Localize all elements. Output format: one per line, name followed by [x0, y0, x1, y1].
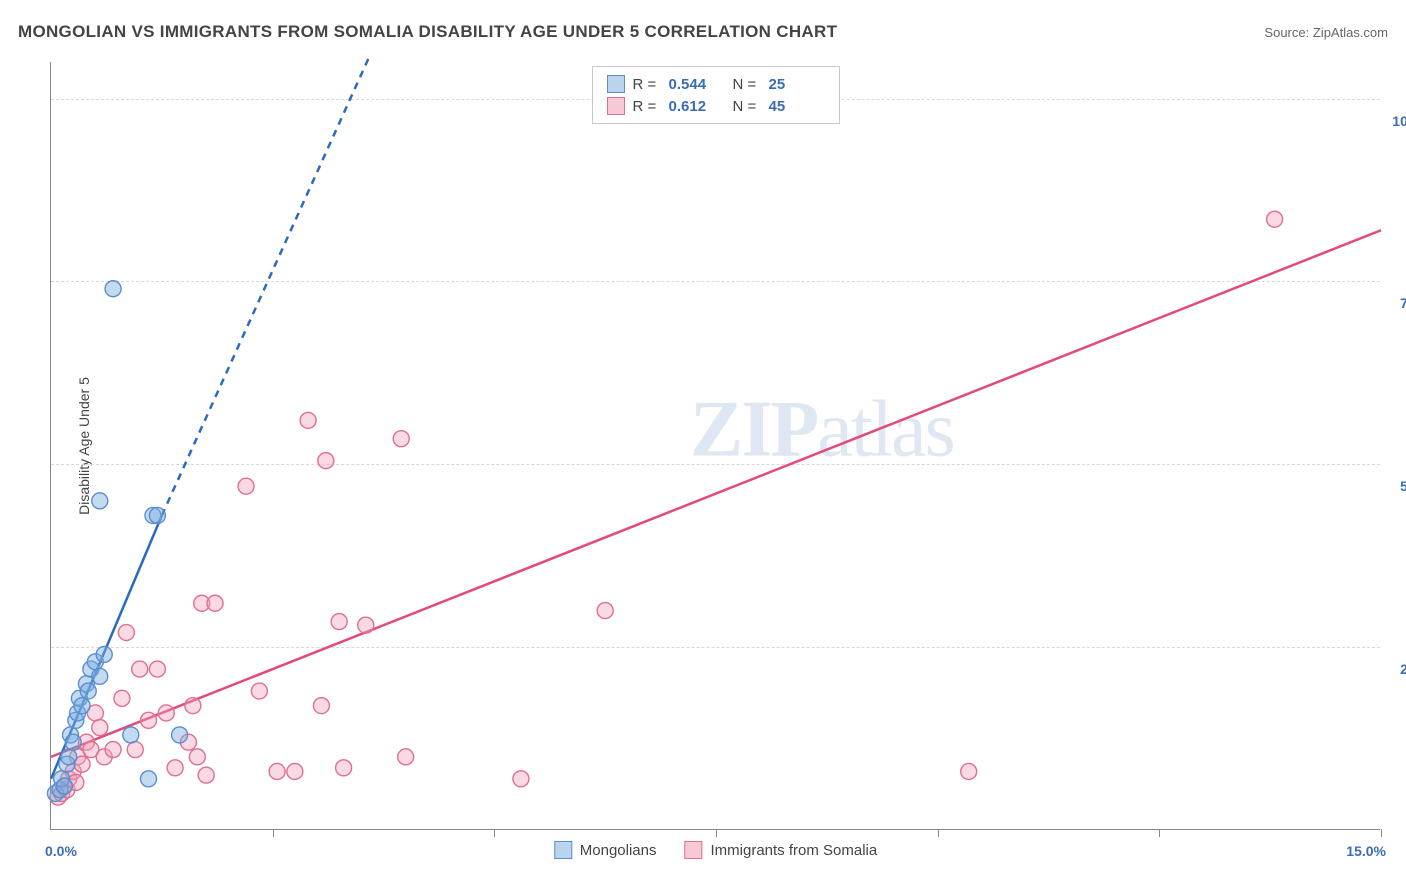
somalia-point [358, 617, 374, 633]
mongolian-point [172, 727, 188, 743]
mongolian-point [56, 778, 72, 794]
somalia-point [318, 453, 334, 469]
source-attribution: Source: ZipAtlas.com [1264, 25, 1388, 40]
x-origin-label: 0.0% [45, 843, 77, 859]
legend: Mongolians Immigrants from Somalia [554, 841, 877, 859]
somalia-point [118, 625, 134, 641]
mongolian-point [123, 727, 139, 743]
somalia-point [185, 698, 201, 714]
x-end-label: 15.0% [1346, 843, 1386, 859]
somalia-point [313, 698, 329, 714]
somalia-point [1267, 211, 1283, 227]
somalia-point [114, 690, 130, 706]
mongolian-point [61, 749, 77, 765]
somalia-point [336, 760, 352, 776]
mongolian-point [96, 646, 112, 662]
somalia-point [198, 767, 214, 783]
series-swatch [607, 75, 625, 93]
y-tick-label: 2.5% [1384, 661, 1406, 677]
legend-swatch [554, 841, 572, 859]
n-value: 25 [769, 76, 825, 93]
mongolian-point [141, 771, 157, 787]
info-row: R = 0.544 N = 25 [607, 73, 825, 95]
somalia-point [158, 705, 174, 721]
y-tick-label: 10.0% [1384, 113, 1406, 129]
chart-title: MONGOLIAN VS IMMIGRANTS FROM SOMALIA DIS… [18, 22, 837, 42]
somalia-point [287, 763, 303, 779]
trend-line [162, 55, 370, 516]
legend-label: Mongolians [580, 842, 657, 859]
correlation-info-box: R = 0.544 N = 25 R = 0.612 N = 45 [592, 66, 840, 124]
somalia-point [92, 720, 108, 736]
somalia-point [141, 712, 157, 728]
mongolian-point [65, 734, 81, 750]
mongolian-point [92, 493, 108, 509]
n-label: N = [733, 76, 761, 93]
x-tick [494, 829, 495, 837]
somalia-point [251, 683, 267, 699]
x-tick [938, 829, 939, 837]
scatter-svg [51, 62, 1380, 829]
somalia-point [331, 614, 347, 630]
somalia-point [127, 742, 143, 758]
somalia-point [269, 763, 285, 779]
info-row: R = 0.612 N = 45 [607, 95, 825, 117]
somalia-point [398, 749, 414, 765]
plot-area: Disability Age Under 5 ZIPatlas 2.5%5.0%… [50, 62, 1380, 830]
legend-swatch [685, 841, 703, 859]
legend-label: Immigrants from Somalia [711, 842, 878, 859]
r-value: 0.612 [669, 98, 725, 115]
legend-item: Mongolians [554, 841, 657, 859]
n-label: N = [733, 98, 761, 115]
source-link[interactable]: ZipAtlas.com [1313, 25, 1388, 40]
r-label: R = [633, 98, 661, 115]
somalia-point [105, 742, 121, 758]
n-value: 45 [769, 98, 825, 115]
somalia-point [189, 749, 205, 765]
mongolian-point [92, 668, 108, 684]
x-tick [1381, 829, 1382, 837]
y-tick-label: 5.0% [1384, 478, 1406, 494]
x-tick [716, 829, 717, 837]
somalia-point [513, 771, 529, 787]
x-tick [273, 829, 274, 837]
legend-item: Immigrants from Somalia [685, 841, 878, 859]
somalia-point [207, 595, 223, 611]
source-label: Source: [1264, 25, 1309, 40]
somalia-point [238, 478, 254, 494]
mongolian-point [80, 683, 96, 699]
series-swatch [607, 97, 625, 115]
somalia-point [393, 431, 409, 447]
r-value: 0.544 [669, 76, 725, 93]
mongolian-point [149, 507, 165, 523]
mongolian-point [74, 698, 90, 714]
x-tick [1159, 829, 1160, 837]
mongolian-point [105, 281, 121, 297]
r-label: R = [633, 76, 661, 93]
somalia-point [961, 763, 977, 779]
somalia-point [597, 603, 613, 619]
somalia-point [149, 661, 165, 677]
somalia-point [167, 760, 183, 776]
y-tick-label: 7.5% [1384, 295, 1406, 311]
somalia-point [300, 412, 316, 428]
somalia-point [132, 661, 148, 677]
